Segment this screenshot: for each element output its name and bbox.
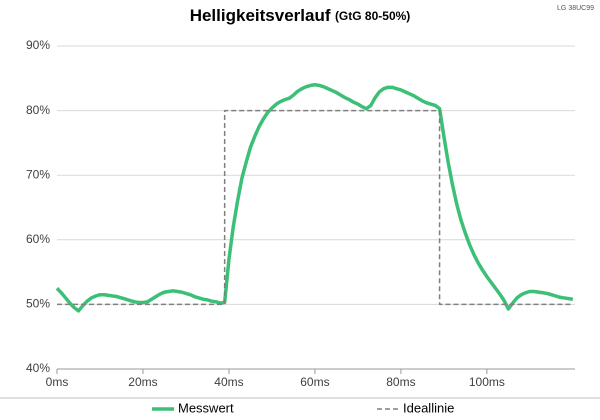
x-tick-label: 60ms <box>300 375 329 389</box>
x-tick-label: 80ms <box>386 375 415 389</box>
series-line <box>57 109 573 306</box>
title: Helligkeitsverlauf <box>190 6 331 25</box>
y-tick-label: 90% <box>26 38 50 52</box>
legend-label: Messwert <box>178 400 234 415</box>
annotation: LG 38UC99 <box>557 5 594 12</box>
x-tick-label: 40ms <box>214 375 243 389</box>
subtitle: (GtG 80-50%) <box>335 9 410 23</box>
y-tick-label: 60% <box>26 232 50 246</box>
y-tick-label: 80% <box>26 103 50 117</box>
legend-label: Ideallinie <box>403 400 454 415</box>
x-tick-label: 100ms <box>469 375 505 389</box>
x-tick-label: 20ms <box>128 375 157 389</box>
x-tick-label: 0ms <box>46 375 69 389</box>
chart-title: Helligkeitsverlauf (GtG 80-50%) <box>190 6 411 25</box>
series-line <box>55 83 574 313</box>
y-tick-label: 40% <box>26 361 50 375</box>
y-tick-label: 70% <box>26 167 50 181</box>
y-tick-label: 50% <box>26 297 50 311</box>
